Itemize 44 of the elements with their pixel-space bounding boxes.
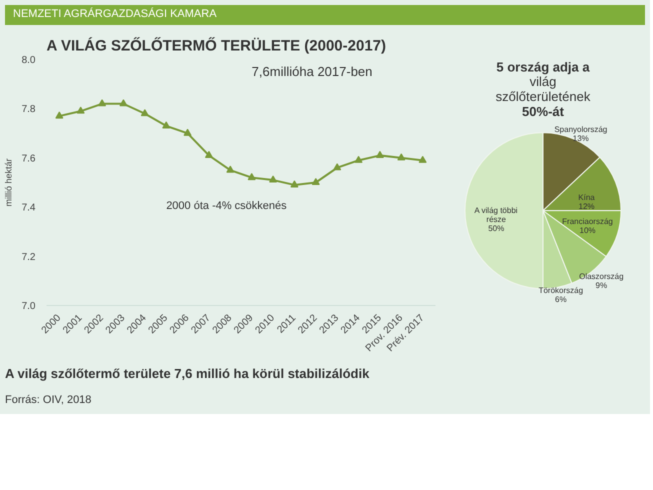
y-tick-label: 7.2 xyxy=(22,252,36,263)
point xyxy=(204,150,213,158)
slice-label: Kína xyxy=(578,192,596,202)
point xyxy=(333,162,342,170)
point xyxy=(55,111,64,118)
y-tick-label: 7.6 xyxy=(22,153,36,164)
slice-label: Olaszország xyxy=(579,272,624,281)
point xyxy=(140,108,149,116)
chart-title: 5 ország adja a világ szőlőterületének 50%-át xyxy=(496,59,591,118)
data-label: 50% xyxy=(488,224,504,233)
annotation: 2000 óta -4% csökkenés xyxy=(166,200,288,212)
chart-title: A VILÁG SZŐLŐTERMŐ TERÜLETE (2000-2017) xyxy=(46,36,386,54)
y-tick-label: 8.0 xyxy=(22,54,36,66)
slice-label: Törökország xyxy=(538,286,584,295)
point xyxy=(354,156,363,163)
annotation: 7,6millióha 2017-ben xyxy=(252,64,372,79)
point xyxy=(226,165,234,172)
point xyxy=(184,128,192,136)
y-tick-label: 7.4 xyxy=(22,202,36,214)
slice-label: A világ többi része xyxy=(474,206,518,224)
text: Forrás: OIV, 2018 xyxy=(5,393,92,408)
point xyxy=(397,153,406,160)
y-tick-label: 7.0 xyxy=(22,300,36,312)
slice-label: Franciaország xyxy=(562,216,613,226)
point xyxy=(119,98,128,106)
point xyxy=(376,150,384,158)
data-label: 10% xyxy=(580,226,596,235)
point xyxy=(312,178,320,185)
y-tick-label: 7.8 xyxy=(22,104,36,115)
data-label: 9% xyxy=(596,280,608,290)
data-label: 12% xyxy=(578,202,595,211)
point xyxy=(290,180,298,188)
text: NEMZETI AGRÁRGAZDASÁGI KAMARA xyxy=(13,7,217,22)
y-axis-title: millió hektár xyxy=(4,158,14,206)
point xyxy=(162,121,170,128)
text: A világ szőlőtermő területe 7,6 millió ha körül stabilizálódik xyxy=(5,364,370,383)
point xyxy=(418,156,427,163)
data-label: 6% xyxy=(555,294,567,304)
point xyxy=(248,172,256,180)
point xyxy=(269,175,278,182)
data-label: 13% xyxy=(572,134,589,143)
point xyxy=(76,106,85,114)
slice-label: Spanyolország xyxy=(554,124,608,134)
point xyxy=(98,98,106,106)
